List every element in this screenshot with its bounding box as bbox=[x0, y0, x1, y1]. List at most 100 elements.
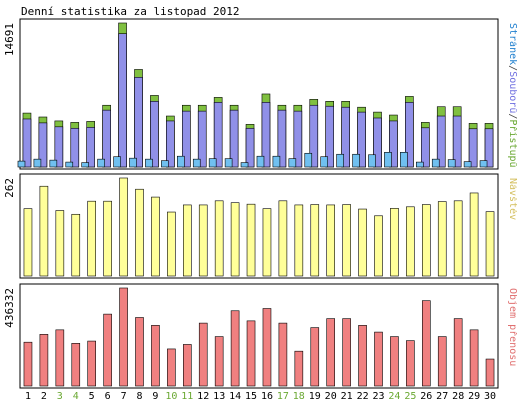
bar-transfer-volume bbox=[87, 340, 96, 387]
x-tick-label: 21 bbox=[341, 391, 353, 402]
bar-files bbox=[118, 33, 127, 168]
x-tick-label: 22 bbox=[357, 391, 369, 402]
x-tick-label: 23 bbox=[372, 391, 384, 402]
bar-transfer-volume bbox=[71, 343, 81, 387]
bar-visits bbox=[358, 208, 367, 277]
bar-visits bbox=[390, 207, 399, 277]
x-tick-label: 18 bbox=[293, 391, 305, 402]
bar-files bbox=[134, 77, 143, 168]
bar-files bbox=[325, 105, 335, 168]
bar-visits bbox=[214, 200, 224, 277]
bar-files bbox=[468, 128, 478, 168]
series-Souborů bbox=[22, 33, 494, 168]
x-tick-label: 20 bbox=[325, 391, 337, 402]
bar-transfer-volume bbox=[262, 308, 272, 387]
legend-part: Soubor bbox=[507, 71, 517, 107]
bar-visits bbox=[246, 203, 256, 277]
bar-transfer-volume bbox=[485, 358, 495, 387]
x-tick-label: 4 bbox=[73, 391, 79, 402]
bar-pages bbox=[208, 158, 217, 168]
bar-visits bbox=[453, 200, 463, 277]
x-tick-label: 10 bbox=[165, 391, 177, 402]
bar-transfer-volume bbox=[183, 344, 192, 387]
legend: Objem přenosu bbox=[507, 288, 517, 366]
bar-pages bbox=[256, 155, 265, 168]
bar-files bbox=[102, 109, 111, 168]
bar-files bbox=[293, 110, 303, 168]
bar-transfer-volume bbox=[358, 325, 367, 387]
panel-visits: 262 Návštěv bbox=[3, 173, 517, 279]
panel-transfer-volume: 436332 Objem přenosu bbox=[3, 283, 517, 389]
bar-transfer-volume bbox=[278, 322, 288, 387]
bar-transfer-volume bbox=[374, 331, 383, 387]
bar-transfer-volume bbox=[390, 336, 399, 387]
panel-visits-traffic: 14691 Stránek/Souborů/Přístupů bbox=[3, 18, 517, 170]
bar-files bbox=[70, 127, 80, 168]
bar-pages bbox=[304, 152, 313, 168]
bar-visits bbox=[119, 177, 128, 277]
bar-visits bbox=[326, 204, 336, 277]
x-axis-day-labels: 1 2 3 4 5 6 7 8 9 10 11 12 13 14 15 16 17 18 19 20 21 22 23 24 2… bbox=[25, 391, 496, 402]
chart-title: Denní statistika za listopad 2012 bbox=[21, 5, 240, 18]
bar-pages bbox=[97, 158, 105, 168]
series-Stránek bbox=[17, 151, 488, 168]
bar-files bbox=[436, 115, 446, 168]
bar-files bbox=[405, 102, 414, 168]
panel-frame bbox=[19, 173, 499, 279]
bar-visits bbox=[406, 206, 415, 277]
bar-transfer-volume bbox=[151, 325, 160, 387]
bar-visits bbox=[310, 204, 320, 277]
bar-visits bbox=[469, 192, 479, 277]
x-tick-label: 13 bbox=[213, 391, 225, 402]
bar-visits bbox=[183, 204, 192, 277]
bar-transfer-volume bbox=[469, 329, 479, 387]
x-tick-label: 1 bbox=[25, 391, 31, 402]
bar-visits bbox=[103, 200, 112, 277]
series-Návštěv bbox=[23, 177, 495, 277]
bar-pages bbox=[336, 153, 344, 168]
x-tick-label: 28 bbox=[452, 391, 464, 402]
x-tick-label: 6 bbox=[105, 391, 111, 402]
bar-pages bbox=[352, 153, 360, 168]
bar-files bbox=[341, 106, 350, 168]
bar-pages bbox=[463, 161, 472, 168]
bar-files bbox=[229, 109, 239, 168]
bar-pages bbox=[400, 151, 408, 168]
bar-visits bbox=[421, 204, 431, 277]
bar-transfer-volume bbox=[437, 336, 447, 387]
bar-pages bbox=[65, 161, 74, 168]
bar-transfer-volume bbox=[406, 340, 415, 387]
bar-transfer-volume bbox=[103, 313, 112, 387]
bar-transfer-volume bbox=[214, 336, 224, 387]
bar-files bbox=[420, 127, 430, 168]
bar-pages bbox=[272, 155, 281, 168]
bar-files bbox=[22, 118, 32, 168]
bar-files bbox=[452, 115, 462, 168]
bar-pages bbox=[113, 156, 121, 168]
x-tick-label: 16 bbox=[261, 391, 273, 402]
bar-pages bbox=[177, 155, 185, 168]
bar-visits bbox=[485, 211, 495, 277]
bar-transfer-volume bbox=[55, 329, 65, 387]
bar-pages bbox=[288, 158, 297, 168]
bar-pages bbox=[17, 160, 26, 168]
x-tick-label: 25 bbox=[404, 391, 416, 402]
bar-visits bbox=[374, 215, 383, 277]
bar-files bbox=[261, 102, 271, 168]
bar-files bbox=[54, 126, 64, 168]
bar-pages bbox=[240, 162, 249, 168]
x-tick-label: 15 bbox=[245, 391, 257, 402]
x-tick-label: 29 bbox=[468, 391, 480, 402]
bar-pages bbox=[431, 158, 440, 168]
bar-pages bbox=[368, 154, 376, 168]
bar-pages bbox=[33, 158, 42, 168]
x-tick-label: 27 bbox=[436, 391, 448, 402]
x-tick-label: 17 bbox=[277, 391, 289, 402]
bar-transfer-volume bbox=[421, 300, 431, 387]
bar-visits bbox=[437, 201, 447, 277]
panel-frame bbox=[19, 18, 499, 170]
bar-pages bbox=[415, 161, 424, 168]
bar-files bbox=[150, 101, 159, 168]
legend-part: / bbox=[507, 65, 517, 71]
